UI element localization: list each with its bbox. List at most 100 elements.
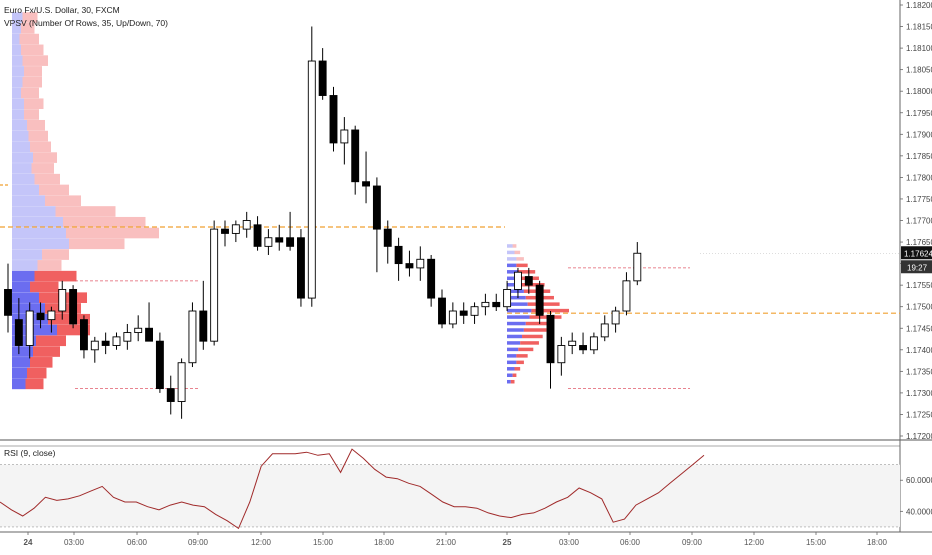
current-price-value: 1.17624	[904, 249, 932, 258]
price-axis-label: 1.17750	[906, 195, 932, 204]
profile-up-bar	[12, 119, 27, 131]
profile-down-bar	[510, 379, 515, 384]
candle-down	[221, 228, 229, 234]
candle	[166, 375, 175, 415]
profile-down-bar	[30, 141, 51, 153]
indicator-label: VPSV (Number Of Rows, 35, Up/Down, 70)	[4, 18, 168, 28]
profile-down-bar	[512, 244, 517, 248]
candle-down	[362, 181, 370, 187]
candle	[405, 250, 414, 277]
profile-up-bar	[12, 227, 66, 239]
candle	[340, 117, 349, 165]
profile-down-bar	[27, 367, 47, 379]
profile-up-bar	[12, 378, 26, 390]
price-axis-label: 1.18000	[906, 87, 932, 96]
profile-down-bar	[19, 33, 39, 45]
volume-profile	[507, 244, 900, 389]
profile-down-bar	[512, 373, 517, 378]
profile-up-bar	[12, 357, 30, 368]
candle	[503, 280, 512, 312]
price-axis-label: 1.17250	[906, 410, 932, 419]
profile-up-bar	[12, 33, 20, 45]
candle-up	[557, 345, 566, 364]
profile-up-bar	[12, 184, 39, 196]
profile-down-bar	[33, 152, 57, 163]
profile-down-bar	[523, 328, 547, 332]
profile-down-bar	[522, 334, 543, 339]
profile-down-bar	[24, 66, 42, 77]
time-axis-label: 06:00	[620, 538, 641, 547]
candle-up	[416, 258, 425, 269]
profile-up-bar	[507, 276, 521, 281]
countdown-value: 19:27	[907, 263, 928, 272]
volume-profile	[0, 12, 505, 390]
profile-up-bar	[12, 76, 23, 88]
time-axis-label: 18:00	[867, 538, 888, 547]
candle-down	[394, 245, 403, 265]
profile-down-bar	[66, 227, 159, 239]
candle-down	[69, 289, 78, 325]
profile-up-bar	[12, 260, 38, 271]
profile-up-bar	[507, 263, 517, 268]
candle	[524, 267, 533, 294]
candle-down	[286, 237, 295, 247]
profile-up-bar	[12, 130, 29, 142]
candle-up	[514, 271, 522, 290]
candle-up	[470, 306, 479, 316]
profile-down-bar	[516, 263, 528, 268]
candle	[36, 302, 45, 329]
profile-up-bar	[12, 303, 45, 314]
current-price-tag	[901, 246, 932, 260]
candle-up	[177, 362, 186, 402]
profile-up-bar	[12, 12, 23, 23]
profile-down-bar	[22, 76, 42, 88]
candle-up	[123, 332, 132, 342]
candle-down	[36, 312, 45, 321]
profile-up-bar	[12, 281, 30, 293]
time-axis-label: 03:00	[64, 538, 85, 547]
candle-up	[134, 327, 143, 334]
candle-up	[307, 60, 316, 299]
profile-up-bar	[507, 373, 513, 378]
candle-down	[14, 319, 23, 346]
candle-up	[90, 340, 99, 351]
candle-up	[188, 310, 197, 364]
candle	[188, 302, 197, 368]
profile-down-bar	[21, 87, 39, 99]
profile-down-bar	[516, 257, 524, 261]
price-axis-label: 1.17700	[906, 217, 932, 226]
profile-down-bar	[531, 308, 569, 313]
price-axis-label: 1.18200	[906, 1, 932, 10]
profile-up-bar	[507, 250, 515, 255]
candle-up	[622, 280, 631, 312]
profile-down-bar	[63, 216, 146, 228]
candle-up	[481, 301, 490, 308]
candle-up	[242, 220, 251, 230]
profile-down-bar	[30, 357, 53, 368]
profile-up-bar	[507, 360, 517, 365]
candle-up	[611, 310, 620, 325]
profile-down-bar	[527, 302, 560, 306]
candle	[579, 332, 587, 355]
candle-down	[253, 224, 262, 247]
profile-up-bar	[12, 292, 39, 303]
candle-down	[166, 388, 175, 402]
countdown-tag	[901, 260, 932, 274]
profile-up-bar	[507, 270, 519, 274]
price-axis-label: 1.17550	[906, 281, 932, 290]
candle-up	[589, 336, 598, 351]
profile-down-bar	[42, 249, 69, 260]
candle	[297, 229, 305, 307]
candle	[155, 332, 164, 393]
candle	[58, 280, 67, 320]
candle	[611, 306, 620, 333]
candle-down	[524, 276, 533, 286]
profile-down-bar	[30, 281, 59, 293]
price-axis-label: 1.18050	[906, 66, 932, 75]
profile-down-bar	[529, 315, 562, 319]
profile-up-bar	[12, 141, 30, 153]
candle	[4, 263, 12, 333]
time-axis-label: 15:00	[313, 538, 334, 547]
